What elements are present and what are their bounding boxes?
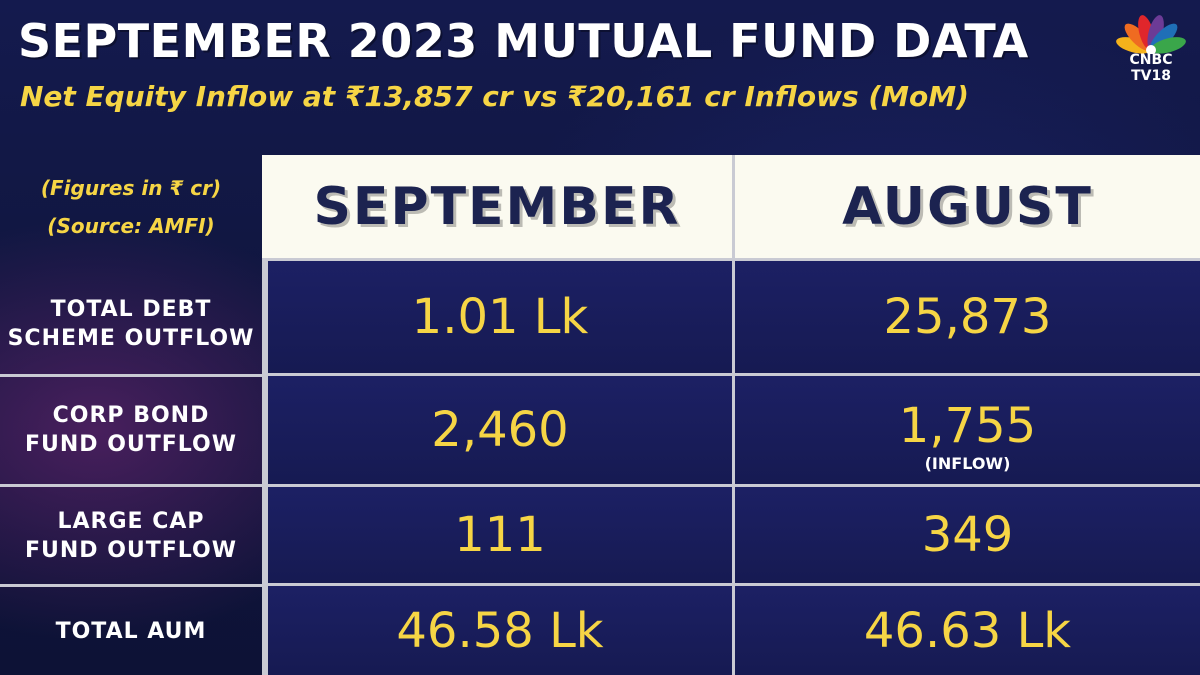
row-label-large-cap: LARGE CAP FUND OUTFLOW — [0, 489, 262, 585]
figures-note: (Figures in ₹ cr) — [40, 176, 222, 200]
cell-value: 46.63 Lk — [863, 602, 1072, 659]
row-label-line: FUND OUTFLOW — [24, 432, 238, 457]
page-subtitle: Net Equity Inflow at ₹13,857 cr vs ₹20,1… — [20, 80, 969, 113]
cell-value: 2,460 — [431, 402, 569, 458]
cell-value: 1.01 Lk — [411, 289, 589, 345]
row-label-total-aum: TOTAL AUM — [0, 590, 262, 675]
row-label-line: CORP BOND — [52, 403, 210, 429]
cell-value: 349 — [921, 507, 1014, 563]
source-note: (Source: AMFI) — [47, 214, 215, 238]
cell-august-total-aum: 46.63 Lk — [735, 586, 1200, 675]
column-header-august: AUGUST — [735, 155, 1200, 258]
column-header-september: SEPTEMBER — [262, 155, 732, 258]
row-label-corp-bond: CORP BOND FUND OUTFLOW — [0, 380, 262, 482]
logo-text-tv18: TV18 — [1131, 68, 1171, 84]
row-divider — [0, 584, 262, 587]
cell-value: 1,755 — [898, 397, 1037, 454]
row-divider — [0, 374, 262, 377]
data-table: SEPTEMBER AUGUST 1.01 Lk 25,873 2,460 1,… — [262, 155, 1200, 675]
row-label-line: TOTAL DEBT — [50, 297, 212, 323]
row-label-line: SCHEME OUTFLOW — [7, 326, 255, 351]
cell-value: 46.58 Lk — [396, 602, 604, 659]
row-label-line: FUND OUTFLOW — [24, 538, 238, 563]
cell-august-corp-bond: 1,755 (INFLOW) — [735, 376, 1200, 484]
row-divider — [0, 484, 262, 487]
logo-text-cnbc: CNBC — [1129, 52, 1173, 68]
cnbc-tv18-logo: CNBC TV18 — [1110, 8, 1192, 86]
row-label-line: TOTAL AUM — [55, 619, 207, 645]
cell-value-note: (INFLOW) — [924, 453, 1011, 473]
cell-september-large-cap: 111 — [268, 487, 732, 583]
cell-september-total-debt: 1.01 Lk — [268, 261, 732, 373]
cell-value: 25,873 — [883, 289, 1052, 345]
row-label-line: LARGE CAP — [57, 509, 205, 535]
cell-value: 111 — [454, 507, 546, 563]
cell-september-corp-bond: 2,460 — [268, 376, 732, 484]
row-label-total-debt: TOTAL DEBT SCHEME OUTFLOW — [0, 275, 262, 375]
cell-august-total-debt: 25,873 — [735, 261, 1200, 373]
cell-august-large-cap: 349 — [735, 487, 1200, 583]
peacock-icon — [1116, 15, 1186, 54]
page-title: SEPTEMBER 2023 MUTUAL FUND DATA — [18, 14, 1029, 68]
cell-september-total-aum: 46.58 Lk — [268, 586, 732, 675]
